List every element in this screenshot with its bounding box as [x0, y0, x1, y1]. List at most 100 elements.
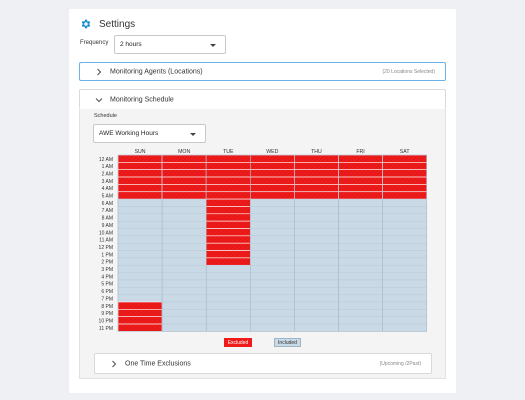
schedule-cell-wed-8[interactable]	[250, 213, 295, 222]
schedule-cell-sat-6[interactable]	[382, 198, 427, 207]
schedule-cell-sun-22[interactable]	[117, 316, 163, 325]
hour-label[interactable]: 8 AM	[102, 216, 113, 222]
schedule-cell-fri-19[interactable]	[338, 294, 383, 303]
day-header-tue[interactable]: TUE	[223, 149, 234, 155]
schedule-cell-thu-17[interactable]	[294, 279, 339, 288]
schedule-cell-tue-6[interactable]	[205, 198, 251, 207]
schedule-cell-fri-11[interactable]	[338, 235, 383, 244]
schedule-cell-wed-11[interactable]	[250, 235, 295, 244]
hour-label[interactable]: 10 AM	[99, 230, 113, 236]
schedule-cell-thu-19[interactable]	[294, 294, 339, 303]
schedule-cell-tue-13[interactable]	[205, 250, 251, 259]
one-time-exclusions-section[interactable]: One Time Exclusions (Upcoming /2Past)	[94, 353, 432, 374]
schedule-cell-wed-4[interactable]	[250, 184, 295, 193]
schedule-cell-sun-10[interactable]	[117, 228, 163, 237]
schedule-cell-sat-13[interactable]	[382, 250, 427, 259]
schedule-cell-tue-23[interactable]	[206, 323, 251, 332]
hour-label[interactable]: 9 AM	[102, 223, 113, 229]
hour-label[interactable]: 7 PM	[101, 296, 113, 302]
schedule-cell-sun-13[interactable]	[117, 250, 163, 259]
schedule-cell-sat-0[interactable]	[382, 154, 428, 163]
schedule-cell-mon-13[interactable]	[161, 250, 207, 259]
schedule-cell-thu-20[interactable]	[294, 301, 339, 310]
schedule-cell-sun-7[interactable]	[117, 206, 163, 214]
hour-label[interactable]: 12 PM	[99, 245, 113, 251]
schedule-cell-sat-11[interactable]	[382, 235, 427, 244]
schedule-cell-wed-22[interactable]	[250, 316, 295, 325]
hour-label[interactable]: 12 AM	[99, 157, 113, 163]
schedule-cell-sun-23[interactable]	[117, 323, 163, 332]
schedule-cell-tue-12[interactable]	[205, 242, 251, 251]
schedule-cell-tue-7[interactable]	[205, 206, 251, 215]
schedule-cell-fri-13[interactable]	[338, 250, 383, 259]
schedule-cell-thu-9[interactable]	[294, 220, 339, 229]
monitoring-agents-section[interactable]: Monitoring Agents (Locations) (20 Locati…	[79, 62, 446, 81]
day-header-fri[interactable]: FRI	[356, 149, 364, 155]
schedule-cell-sun-12[interactable]	[117, 243, 163, 251]
schedule-cell-fri-20[interactable]	[338, 301, 383, 310]
schedule-cell-wed-13[interactable]	[250, 250, 295, 259]
schedule-select[interactable]: AWE Working Hours	[93, 124, 206, 143]
schedule-cell-mon-5[interactable]	[161, 191, 207, 200]
schedule-cell-sun-9[interactable]	[117, 220, 163, 229]
schedule-cell-sun-17[interactable]	[117, 279, 163, 288]
schedule-cell-sat-18[interactable]	[382, 287, 427, 295]
schedule-cell-fri-15[interactable]	[338, 265, 383, 273]
schedule-cell-fri-21[interactable]	[338, 309, 383, 317]
schedule-cell-sun-1[interactable]	[117, 162, 163, 171]
schedule-cell-thu-2[interactable]	[294, 169, 339, 178]
schedule-cell-fri-10[interactable]	[338, 228, 383, 237]
hour-label[interactable]: 3 PM	[101, 267, 113, 273]
schedule-cell-mon-19[interactable]	[161, 294, 207, 303]
schedule-cell-sat-9[interactable]	[382, 220, 427, 229]
schedule-cell-wed-10[interactable]	[250, 228, 295, 237]
schedule-cell-sat-8[interactable]	[382, 213, 427, 222]
schedule-cell-wed-7[interactable]	[250, 206, 295, 214]
schedule-cell-tue-16[interactable]	[206, 272, 251, 281]
schedule-cell-tue-14[interactable]	[205, 257, 251, 266]
schedule-cell-mon-18[interactable]	[161, 287, 207, 295]
schedule-cell-sat-15[interactable]	[382, 265, 427, 273]
schedule-cell-sun-19[interactable]	[117, 294, 163, 303]
hour-label[interactable]: 4 PM	[101, 274, 113, 280]
schedule-cell-wed-23[interactable]	[250, 323, 295, 332]
schedule-cell-sat-22[interactable]	[382, 316, 427, 325]
schedule-cell-sat-4[interactable]	[382, 184, 428, 193]
schedule-cell-fri-4[interactable]	[338, 184, 383, 193]
schedule-cell-sat-10[interactable]	[382, 228, 427, 237]
schedule-cell-sat-5[interactable]	[382, 191, 428, 200]
schedule-cell-sun-11[interactable]	[117, 235, 163, 244]
schedule-cell-thu-22[interactable]	[294, 316, 339, 325]
schedule-cell-mon-20[interactable]	[161, 301, 207, 310]
schedule-cell-tue-11[interactable]	[205, 235, 251, 244]
schedule-cell-mon-4[interactable]	[161, 184, 207, 193]
schedule-cell-sat-17[interactable]	[382, 279, 427, 288]
schedule-cell-sun-21[interactable]	[117, 309, 163, 318]
schedule-cell-wed-0[interactable]	[250, 154, 295, 163]
schedule-cell-thu-16[interactable]	[294, 272, 339, 281]
schedule-cell-thu-13[interactable]	[294, 250, 339, 259]
hour-label[interactable]: 8 PM	[101, 304, 113, 310]
schedule-cell-wed-3[interactable]	[250, 176, 295, 185]
schedule-cell-sat-23[interactable]	[382, 323, 427, 332]
schedule-cell-wed-18[interactable]	[250, 287, 295, 295]
schedule-cell-mon-11[interactable]	[161, 235, 207, 244]
schedule-cell-mon-15[interactable]	[161, 265, 207, 273]
schedule-cell-thu-14[interactable]	[294, 257, 339, 266]
schedule-cell-thu-18[interactable]	[294, 287, 339, 295]
schedule-cell-wed-5[interactable]	[250, 191, 295, 200]
schedule-cell-wed-14[interactable]	[250, 257, 295, 266]
schedule-cell-thu-1[interactable]	[294, 162, 339, 171]
schedule-cell-fri-22[interactable]	[338, 316, 383, 325]
schedule-cell-fri-0[interactable]	[338, 154, 383, 163]
schedule-cell-sun-0[interactable]	[117, 154, 163, 163]
schedule-cell-sat-12[interactable]	[382, 243, 427, 251]
schedule-cell-thu-10[interactable]	[294, 228, 339, 237]
schedule-cell-fri-7[interactable]	[338, 206, 383, 214]
hour-label[interactable]: 11 PM	[99, 326, 113, 332]
schedule-cell-mon-21[interactable]	[161, 309, 207, 317]
schedule-cell-wed-17[interactable]	[250, 279, 295, 288]
schedule-cell-wed-16[interactable]	[250, 272, 295, 281]
schedule-cell-tue-2[interactable]	[205, 169, 251, 178]
schedule-cell-wed-20[interactable]	[250, 301, 295, 310]
